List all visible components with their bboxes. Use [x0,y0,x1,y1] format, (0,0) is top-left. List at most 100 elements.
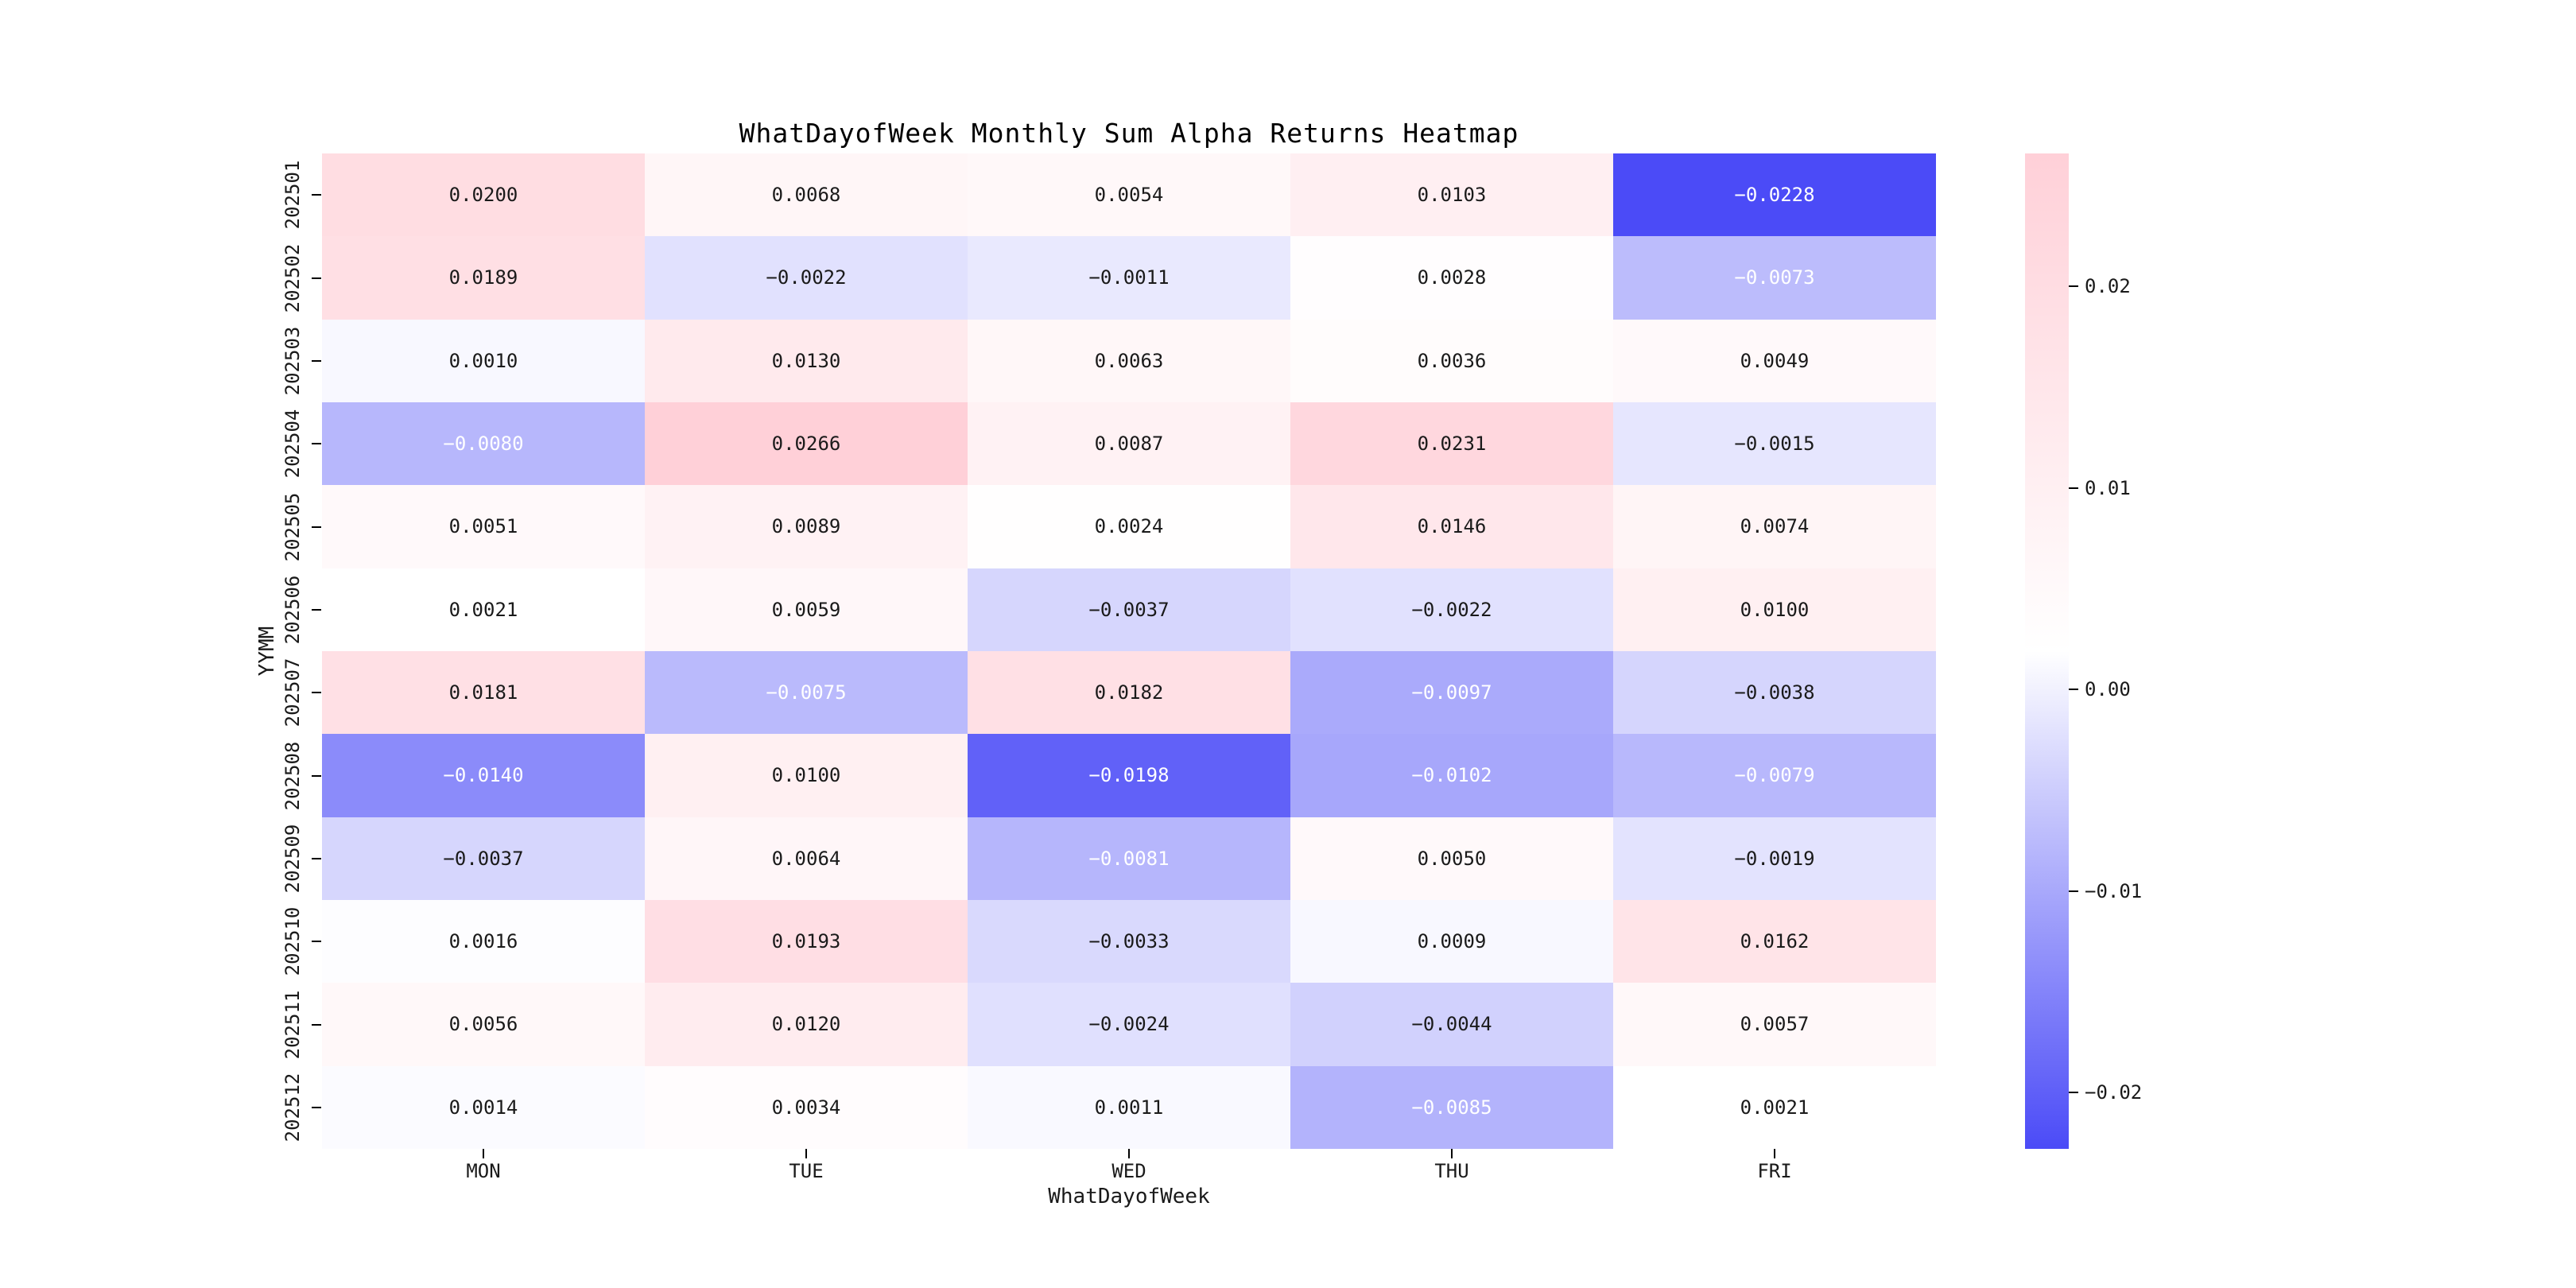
heatmap-cell-202504-TUE: 0.0266 [645,402,968,486]
y-axis-label: YYMM [255,626,279,677]
heatmap-cell-202501-MON: 0.0200 [322,153,645,237]
heatmap-cell-202504-MON: −0.0080 [322,402,645,486]
x-axis-label: WhatDayofWeek [1048,1185,1210,1208]
x-tick-mark [805,1149,807,1158]
heatmap-cell-202509-THU: 0.0050 [1290,817,1613,900]
colorbar-tick-mark [2069,487,2078,489]
y-tick-mark [312,359,321,362]
heatmap-cell-202504-THU: 0.0231 [1290,402,1613,486]
heatmap-cell-202512-FRI: 0.0021 [1613,1065,1936,1149]
heatmap-cell-202512-TUE: 0.0034 [645,1065,968,1149]
heatmap-cell-202503-MON: 0.0010 [322,319,645,402]
y-tick-label-202512: 202512 [281,1073,304,1143]
heatmap-cell-202505-TUE: 0.0089 [645,485,968,568]
heatmap-cell-202507-MON: 0.0181 [322,651,645,735]
heatmap-cell-202506-FRI: 0.0100 [1613,568,1936,651]
heatmap-cell-202502-MON: 0.0189 [322,236,645,320]
heatmap-cell-202512-MON: 0.0014 [322,1065,645,1149]
heatmap-cell-202506-THU: −0.0022 [1290,568,1613,651]
heatmap-cell-202503-THU: 0.0036 [1290,319,1613,402]
heatmap-cell-202508-THU: −0.0102 [1290,734,1613,817]
colorbar-tick-label-0.01: 0.01 [2085,476,2131,499]
heatmap-cell-202507-FRI: −0.0038 [1613,651,1936,735]
colorbar-tick-mark [2069,285,2078,288]
y-tick-mark [312,941,321,943]
heatmap-cell-202506-TUE: 0.0059 [645,568,968,651]
y-tick-mark [312,443,321,445]
heatmap-cell-202510-FRI: 0.0162 [1613,900,1936,983]
heatmap-cell-202501-TUE: 0.0068 [645,153,968,237]
heatmap-cell-202511-TUE: 0.0120 [645,983,968,1066]
x-tick-label-MON: MON [466,1160,501,1182]
x-tick-label-TUE: TUE [789,1160,824,1182]
x-tick-label-THU: THU [1434,1160,1469,1182]
heatmap-cell-202501-WED: 0.0054 [968,153,1290,237]
heatmap-cell-202506-WED: −0.0037 [968,568,1290,651]
heatmap-cell-202503-WED: 0.0063 [968,319,1290,402]
heatmap-cell-202512-WED: 0.0011 [968,1065,1290,1149]
heatmap-cell-202505-WED: 0.0024 [968,485,1290,568]
x-tick-mark [1128,1149,1130,1158]
heatmap-cell-202509-TUE: 0.0064 [645,817,968,900]
y-tick-label-202507: 202507 [281,658,304,727]
colorbar-tick-label-0.00: 0.00 [2085,678,2131,701]
heatmap-cell-202510-TUE: 0.0193 [645,900,968,983]
heatmap-cell-202504-WED: 0.0087 [968,402,1290,486]
y-tick-mark [312,277,321,279]
heatmap-cell-202501-FRI: −0.0228 [1613,153,1936,237]
x-tick-mark [1451,1149,1453,1158]
heatmap-cell-202502-FRI: −0.0073 [1613,236,1936,320]
x-tick-mark [1774,1149,1775,1158]
y-tick-label-202503: 202503 [281,326,304,396]
heatmap-cell-202502-THU: 0.0028 [1290,236,1613,320]
heatmap-cell-202503-FRI: 0.0049 [1613,319,1936,402]
y-tick-mark [312,194,321,196]
colorbar-gradient [2025,153,2069,1149]
chart-title: WhatDayofWeek Monthly Sum Alpha Returns … [739,118,1519,149]
y-tick-label-202502: 202502 [281,243,304,312]
colorbar-tick-mark [2069,890,2078,892]
heatmap-cell-202511-FRI: 0.0057 [1613,983,1936,1066]
y-tick-mark [312,526,321,528]
y-tick-mark [312,608,321,611]
colorbar-tick-label-0.02: 0.02 [2085,275,2131,298]
x-tick-label-FRI: FRI [1757,1160,1792,1182]
heatmap-cell-202512-THU: −0.0085 [1290,1065,1613,1149]
y-tick-label-202501: 202501 [281,160,304,230]
heatmap-cell-202502-WED: −0.0011 [968,236,1290,320]
colorbar-tick-mark [2069,689,2078,691]
y-tick-label-202511: 202511 [281,990,304,1059]
x-tick-label-WED: WED [1111,1160,1146,1182]
heatmap-cell-202509-WED: −0.0081 [968,817,1290,900]
colorbar-tick-mark [2069,1092,2078,1094]
heatmap-cell-202511-MON: 0.0056 [322,983,645,1066]
heatmap-cell-202509-FRI: −0.0019 [1613,817,1936,900]
x-tick-mark [483,1149,484,1158]
heatmap-cell-202502-TUE: −0.0022 [645,236,968,320]
y-tick-label-202506: 202506 [281,575,304,645]
heatmap-cell-202501-THU: 0.0103 [1290,153,1613,237]
heatmap-cell-202507-THU: −0.0097 [1290,651,1613,735]
heatmap-cell-202510-THU: 0.0009 [1290,900,1613,983]
y-tick-label-202509: 202509 [281,824,304,894]
y-tick-mark [312,857,321,859]
heatmap-cell-202507-WED: 0.0182 [968,651,1290,735]
y-tick-mark [312,692,321,694]
heatmap-cell-202508-FRI: −0.0079 [1613,734,1936,817]
y-tick-mark [312,1106,321,1108]
colorbar-tick-label--0.02: −0.02 [2085,1081,2143,1104]
heatmap-cell-202510-WED: −0.0033 [968,900,1290,983]
heatmap-cell-202506-MON: 0.0021 [322,568,645,651]
heatmap-cell-202509-MON: −0.0037 [322,817,645,900]
heatmap-cell-202508-TUE: 0.0100 [645,734,968,817]
heatmap-cell-202505-FRI: 0.0074 [1613,485,1936,568]
y-tick-label-202510: 202510 [281,906,304,976]
y-tick-mark [312,774,321,777]
heatmap-cell-202505-MON: 0.0051 [322,485,645,568]
heatmap-cell-202504-FRI: −0.0015 [1613,402,1936,486]
colorbar-tick-label--0.01: −0.01 [2085,879,2143,902]
y-tick-label-202505: 202505 [281,492,304,561]
y-tick-label-202508: 202508 [281,741,304,810]
y-tick-label-202504: 202504 [281,409,304,479]
